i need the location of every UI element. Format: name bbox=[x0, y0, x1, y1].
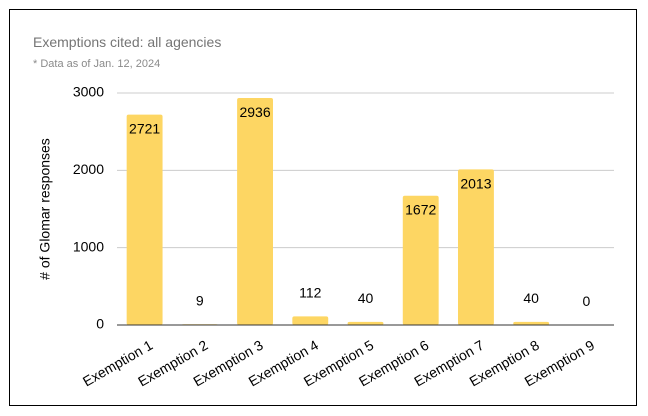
bar bbox=[126, 114, 163, 326]
bar bbox=[237, 97, 274, 325]
y-tick-label: 3000 bbox=[73, 84, 104, 100]
y-tick-label: 0 bbox=[96, 316, 104, 332]
data-labels: 2721 9 2936 112 40 1672 2013 40 0 bbox=[129, 104, 590, 309]
y-tick-label: 1000 bbox=[73, 238, 104, 254]
bar bbox=[347, 321, 384, 325]
y-axis-label: # of Glomar responses bbox=[37, 138, 53, 280]
data-label: 9 bbox=[196, 292, 204, 308]
y-tick-labels: 0 1000 2000 3000 bbox=[73, 84, 104, 332]
data-label: 0 bbox=[582, 293, 590, 309]
bar bbox=[457, 169, 494, 325]
data-label: 1672 bbox=[405, 202, 436, 218]
chart-subtitle: * Data as of Jan. 12, 2024 bbox=[33, 58, 161, 70]
bars bbox=[117, 97, 614, 326]
data-label: 2721 bbox=[129, 121, 160, 137]
data-label: 40 bbox=[358, 290, 374, 306]
data-label: 112 bbox=[299, 284, 322, 300]
bar bbox=[292, 316, 329, 325]
data-label: 2013 bbox=[460, 175, 491, 191]
y-tick-label: 2000 bbox=[73, 161, 104, 177]
data-label: 40 bbox=[523, 290, 539, 306]
bar bbox=[402, 195, 439, 325]
chart-frame: Exemptions cited: all agencies * Data as… bbox=[9, 9, 637, 406]
data-label: 2936 bbox=[239, 104, 270, 120]
chart-title: Exemptions cited: all agencies bbox=[33, 34, 222, 50]
bar bbox=[513, 321, 550, 325]
